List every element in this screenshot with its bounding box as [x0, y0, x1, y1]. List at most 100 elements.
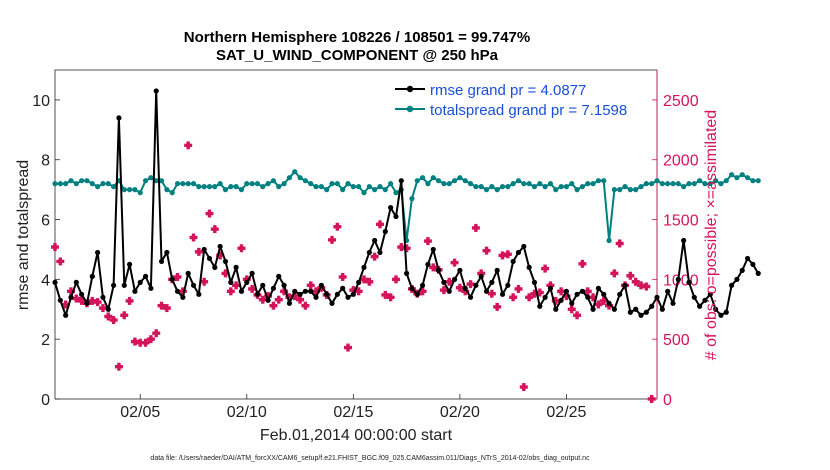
- obs-assimilated-point: [477, 269, 486, 278]
- rmse-point: [643, 309, 649, 315]
- totalspread-point: [111, 184, 117, 190]
- totalspread-point: [249, 181, 255, 187]
- rmse-point: [718, 312, 724, 318]
- rmse-point: [324, 291, 330, 297]
- rmse-point: [302, 288, 308, 294]
- obs-assimilated-point: [370, 252, 379, 261]
- totalspread-point: [531, 184, 538, 190]
- rmse-point: [457, 267, 463, 273]
- totalspread-point: [340, 187, 346, 193]
- totalspread-point: [569, 181, 575, 187]
- obs-assimilated-point: [610, 269, 619, 278]
- rmse-point: [185, 270, 191, 276]
- totalspread-point: [435, 178, 442, 184]
- rmse-point: [435, 267, 442, 273]
- totalspread-point: [329, 181, 335, 187]
- obs-assimilated-point: [354, 287, 363, 296]
- rmse-point: [414, 291, 420, 297]
- obs-assimilated-point: [631, 277, 640, 286]
- totalspread-point: [617, 187, 623, 193]
- totalspread-point: [377, 184, 383, 190]
- rmse-point: [196, 291, 202, 297]
- totalspread-point: [441, 181, 447, 187]
- rmse-point: [569, 300, 575, 306]
- y-right-tick-label: 2000: [663, 153, 699, 170]
- obs-assimilated-point: [418, 287, 427, 296]
- totalspread-point: [228, 184, 234, 190]
- y-left-tick-label: 2: [41, 332, 50, 349]
- rmse-point: [739, 267, 745, 273]
- totalspread-point: [713, 178, 719, 184]
- totalspread-point: [574, 187, 580, 193]
- rmse-point: [531, 279, 538, 285]
- x-axis-label: Feb.01,2014 00:00:00 start: [260, 427, 453, 444]
- rmse-point: [244, 279, 250, 285]
- obs-assimilated-point: [375, 220, 384, 229]
- obs-assimilated-point: [88, 296, 97, 305]
- totalspread-point: [238, 187, 245, 193]
- y-left-tick-label: 6: [41, 213, 50, 230]
- totalspread-point: [361, 190, 367, 196]
- rmse-point: [404, 270, 410, 276]
- rmse-point: [73, 279, 79, 285]
- obs-assimilated-point: [216, 251, 225, 260]
- y-right-tick-label: 1500: [663, 213, 699, 230]
- totalspread-point: [563, 184, 570, 190]
- obs-assimilated-point: [264, 292, 273, 301]
- rmse-point: [222, 258, 229, 265]
- rmse-point: [276, 273, 282, 279]
- rmse-point: [68, 294, 74, 300]
- rmse-point: [254, 291, 261, 297]
- totalspread-point: [526, 181, 532, 187]
- obs-assimilated-point: [93, 298, 102, 307]
- totalspread-point: [467, 181, 474, 187]
- rmse-point: [606, 300, 612, 306]
- obs-assimilated-point: [162, 304, 171, 313]
- rmse-point: [126, 261, 133, 268]
- rmse-point: [441, 279, 447, 285]
- totalspread-point: [702, 181, 708, 187]
- obs-assimilated-point: [285, 293, 294, 302]
- totalspread-point: [707, 181, 713, 187]
- obs-assimilated-point: [104, 312, 113, 321]
- obs-assimilated-point: [519, 383, 528, 392]
- totalspread-point: [334, 181, 340, 187]
- obs-assimilated-point: [509, 293, 518, 302]
- rmse-point: [553, 306, 559, 312]
- obs-assimilated-point: [226, 287, 235, 296]
- legend-label-totalspread: totalspread grand pr = 7.1598: [430, 102, 627, 119]
- totalspread-point: [276, 184, 282, 190]
- rmse-point: [190, 282, 197, 288]
- rmse-point: [707, 291, 713, 297]
- totalspread-point: [302, 178, 308, 184]
- obs-assimilated-point: [221, 269, 230, 278]
- totalspread-point: [52, 181, 58, 187]
- obs-assimilated-point: [141, 338, 150, 347]
- obs-assimilated-point: [258, 295, 267, 304]
- obs-assimilated-point: [541, 264, 550, 273]
- obs-assimilated-point: [493, 302, 502, 311]
- rmse-point: [579, 288, 586, 294]
- totalspread-point: [132, 187, 138, 193]
- rmse-point: [697, 303, 703, 309]
- totalspread-point: [286, 175, 293, 181]
- totalspread-point: [739, 172, 745, 178]
- totalspread-point: [68, 178, 74, 184]
- rmse-point: [675, 276, 681, 282]
- obs-assimilated-point: [578, 259, 587, 268]
- rmse-point: [84, 300, 90, 306]
- totalspread-point: [622, 184, 628, 190]
- chart-title-line1: Northern Hemisphere 108226 / 108501 = 99…: [184, 29, 530, 46]
- lines-layer: [52, 88, 761, 318]
- x-tick-label: 02/10: [227, 404, 267, 421]
- rmse-point: [366, 249, 372, 256]
- rmse-point: [494, 267, 500, 273]
- rmse-point: [377, 249, 383, 256]
- totalspread-point: [638, 184, 644, 190]
- rmse-point: [633, 306, 639, 312]
- obs-assimilated-point: [61, 300, 70, 309]
- x-tick-label: 02/05: [120, 404, 160, 421]
- rmse-point: [505, 282, 511, 288]
- rmse-point: [297, 291, 303, 297]
- totalspread-point: [633, 187, 639, 193]
